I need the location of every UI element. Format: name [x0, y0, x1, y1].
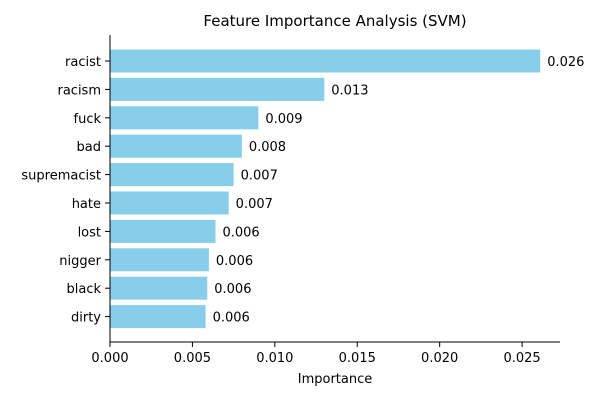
value-labels-layer: 0.026 0.013 0.009 0.008 0.007 0.007 0.006 0.006… [213, 55, 585, 326]
chart-title: Feature Importance Analysis (SVM) [203, 12, 466, 30]
bar-racist [110, 49, 541, 73]
bar-lost [110, 219, 216, 243]
x-tick-label-2: 0.010 [256, 351, 293, 366]
value-label-racist: 0.026 [547, 55, 584, 70]
x-axis-label: Importance [298, 372, 373, 387]
y-axis-ticks-layer: racist racism fuck bad supremacist hate lost ni… [21, 55, 110, 326]
bar-supremacist [110, 163, 234, 187]
y-tick-label-racist: racist [65, 55, 101, 70]
y-tick-label-dirty: dirty [71, 311, 101, 326]
bar-hate [110, 191, 229, 215]
y-tick-label-racism: racism [57, 83, 101, 98]
x-axis-ticks-layer: 0.000 0.005 0.010 0.015 0.020 0.025 [91, 342, 541, 366]
x-tick-label-4: 0.020 [421, 351, 458, 366]
value-label-fuck: 0.009 [265, 112, 302, 127]
value-label-hate: 0.007 [236, 197, 273, 212]
bar-bad [110, 134, 242, 158]
y-tick-label-fuck: fuck [74, 112, 102, 127]
y-tick-label-supremacist: supremacist [21, 169, 101, 184]
bars-layer [110, 49, 541, 329]
value-label-nigger: 0.006 [216, 254, 253, 269]
value-label-supremacist: 0.007 [241, 169, 278, 184]
value-label-racism: 0.013 [331, 83, 368, 98]
bar-nigger [110, 248, 209, 272]
bar-fuck [110, 106, 259, 130]
x-tick-label-0: 0.000 [91, 351, 128, 366]
x-tick-label-5: 0.025 [503, 351, 540, 366]
y-tick-label-bad: bad [77, 140, 101, 155]
y-tick-label-black: black [66, 282, 101, 297]
bar-racism [110, 77, 325, 101]
value-label-lost: 0.006 [222, 225, 259, 240]
x-tick-label-3: 0.015 [339, 351, 376, 366]
bar-dirty [110, 305, 206, 329]
value-label-bad: 0.008 [249, 140, 286, 155]
y-tick-label-nigger: nigger [59, 254, 101, 269]
y-tick-label-hate: hate [72, 197, 101, 212]
y-tick-label-lost: lost [78, 225, 101, 240]
x-tick-label-1: 0.005 [174, 351, 211, 366]
value-label-dirty: 0.006 [213, 311, 250, 326]
value-label-black: 0.006 [214, 282, 251, 297]
bar-black [110, 276, 208, 300]
